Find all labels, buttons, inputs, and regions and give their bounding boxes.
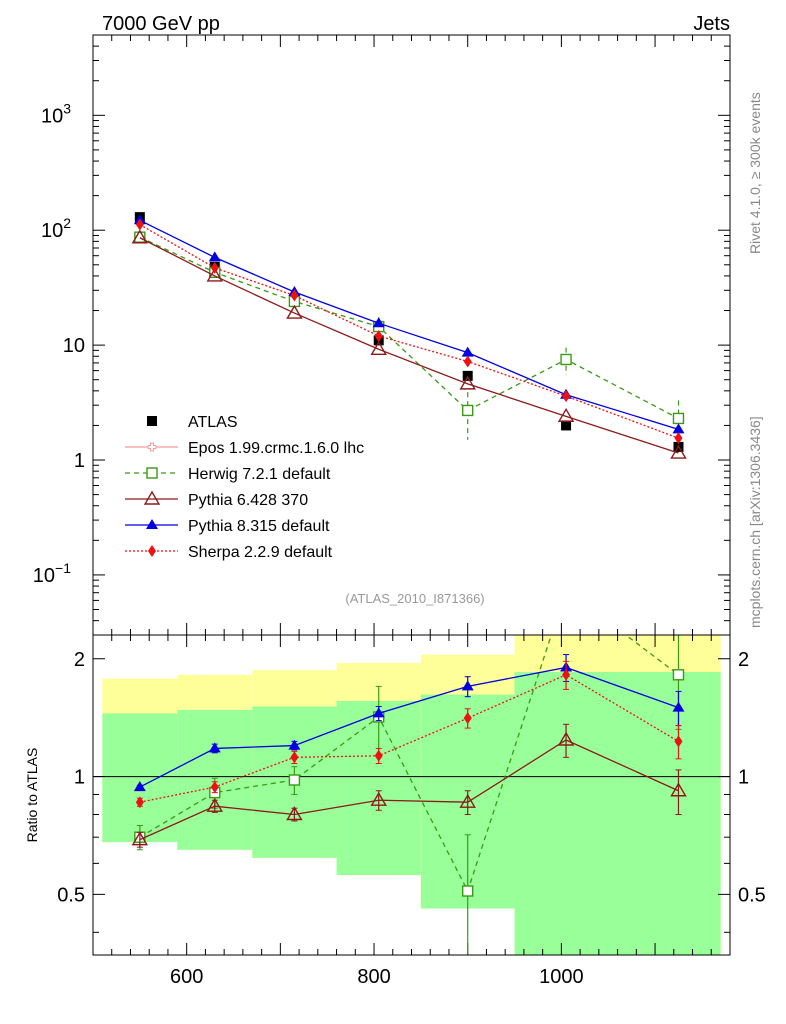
ratio-point-pythia8 [133,781,146,792]
ratio-point-herwig [561,585,571,595]
ratio-point-pythia8 [208,742,221,753]
y-tick-label: 10−1 [33,560,71,587]
ratio-ylabel: Ratio to ATLAS [24,748,40,843]
ratio-point-sherpa [674,735,683,748]
y-tick-label: 1 [738,767,749,789]
legend-label: Herwig 7.2.1 default [188,466,331,483]
y-tick-label: 102 [41,215,71,242]
series-line-sherpa [139,223,679,439]
ratio-point-pythia6 [370,791,387,806]
ratio-point-pythia8 [372,707,385,718]
band-green [617,672,721,955]
x-tick-label: 800 [357,966,390,988]
point-herwig [560,353,572,366]
main-series [131,212,687,459]
y-tick-label: 2 [74,649,85,671]
point-pythia8 [461,346,474,357]
ratio-point-pythia6 [206,797,223,812]
point-pythia6 [557,407,575,423]
ratio-point-herwig [672,669,685,681]
band-green [102,713,178,843]
y-tick-label: 103 [41,100,71,127]
legend-marker [143,490,161,505]
y-tick-label: 0.5 [57,884,85,906]
point-pythia8 [372,317,385,328]
point-pythia8 [672,423,685,434]
mcplots-label: mcplots.cern.ch [arXiv:1306.3436] [747,416,763,628]
ratio-point-sherpa [463,712,472,725]
legend-label: Pythia 8.315 default [188,518,330,535]
point-herwig [462,404,474,417]
legend-marker [147,416,157,426]
y-tick-label: 10 [63,335,85,357]
point-sherpa [463,355,472,368]
ratio-uncertainty-bands [102,635,721,955]
point-sherpa [674,432,683,445]
ratio-frame [92,634,731,956]
ratio-series [131,585,687,955]
ratio-point-sherpa [374,749,383,762]
legend-marker [148,545,156,557]
y-tick-label: 0.5 [738,884,766,906]
legend-label: Epos 1.99.crmc.1.6.0 lhc [188,440,364,457]
series-line-pythia6 [139,237,679,454]
point-pythia8 [208,251,221,262]
ratio-point-pythia8 [461,680,474,691]
y-tick-label: 1 [74,767,85,789]
point-sherpa [210,261,219,274]
legend-label: Sherpa 2.2.9 default [188,544,333,561]
ratio-point-sherpa [135,796,144,809]
series-line-herwig [139,236,679,420]
y-tick-label: 2 [738,649,749,671]
point-pythia6 [459,375,476,390]
header-category: Jets [693,13,730,35]
x-tick-label: 1000 [539,966,584,988]
y-tick-label: 1 [74,450,85,472]
legend-marker [147,442,157,452]
legend-label: Pythia 6.428 370 [188,492,308,509]
point-pythia6 [206,267,223,282]
ratio-point-sherpa [562,668,571,681]
band-green [514,672,618,955]
x-tick-label: 600 [170,966,203,988]
point-atlas [561,420,572,431]
point-sherpa [562,390,571,403]
ratio-point-sherpa [290,751,299,764]
ratio-point-pythia6 [286,806,303,821]
ratio-point-herwig [288,774,301,786]
ratio-point-pythia8 [672,701,685,712]
point-pythia6 [370,340,387,355]
ratio-point-pythia8 [288,739,301,750]
point-sherpa [290,289,299,302]
legend: ATLAS Epos 1.99.crmc.1.6.0 lhc Herwig 7.2.… [125,414,364,561]
ratio-point-pythia6 [670,782,687,797]
point-sherpa [374,330,383,343]
ratio-point-sherpa [210,781,219,794]
legend-marker [146,467,158,479]
rivet-version-label: Rivet 4.1.0, ≥ 300k events [747,92,763,254]
ratio-axes: 600 800 1000 0.5 0.5 1 1 2 2 [57,635,766,988]
point-sherpa [135,218,144,231]
legend-label: ATLAS [188,414,238,431]
point-pythia6 [670,444,687,459]
ratio-point-pythia6 [557,731,575,746]
point-pythia6 [131,229,149,244]
ratio-point-pythia6 [459,793,476,808]
legend-marker [146,519,158,529]
analysis-id: (ATLAS_2010_I871366) [345,591,484,606]
ratio-point-herwig [462,885,474,897]
series-line-pythia8 [139,219,679,430]
ratio-point-pythia6 [131,831,149,846]
point-pythia6 [286,304,303,319]
header-title: 7000 GeV pp [102,13,220,35]
point-herwig [672,412,685,425]
